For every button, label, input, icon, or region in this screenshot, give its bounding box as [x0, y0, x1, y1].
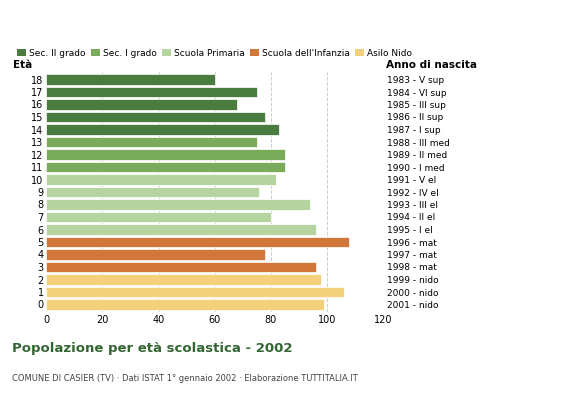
Bar [46, 199, 310, 210]
Bar [46, 137, 256, 147]
Bar [46, 237, 349, 247]
Bar [46, 287, 343, 297]
Bar [46, 299, 324, 310]
Bar [46, 212, 271, 222]
Bar [46, 174, 276, 185]
Text: Età: Età [13, 60, 32, 70]
Bar [46, 149, 285, 160]
Bar [46, 162, 285, 172]
Bar [46, 124, 279, 135]
Bar [46, 249, 265, 260]
Bar [46, 262, 316, 272]
Bar [46, 187, 259, 197]
Bar [46, 224, 316, 235]
Bar [46, 87, 256, 97]
Legend: Sec. II grado, Sec. I grado, Scuola Primaria, Scuola dell'Infanzia, Asilo Nido: Sec. II grado, Sec. I grado, Scuola Prim… [17, 49, 412, 58]
Text: Anno di nascita: Anno di nascita [386, 60, 477, 70]
Bar [46, 112, 265, 122]
Text: COMUNE DI CASIER (TV) · Dati ISTAT 1° gennaio 2002 · Elaborazione TUTTITALIA.IT: COMUNE DI CASIER (TV) · Dati ISTAT 1° ge… [12, 374, 357, 383]
Bar [46, 274, 321, 285]
Bar [46, 74, 215, 85]
Bar [46, 99, 237, 110]
Text: Popolazione per età scolastica - 2002: Popolazione per età scolastica - 2002 [12, 342, 292, 355]
